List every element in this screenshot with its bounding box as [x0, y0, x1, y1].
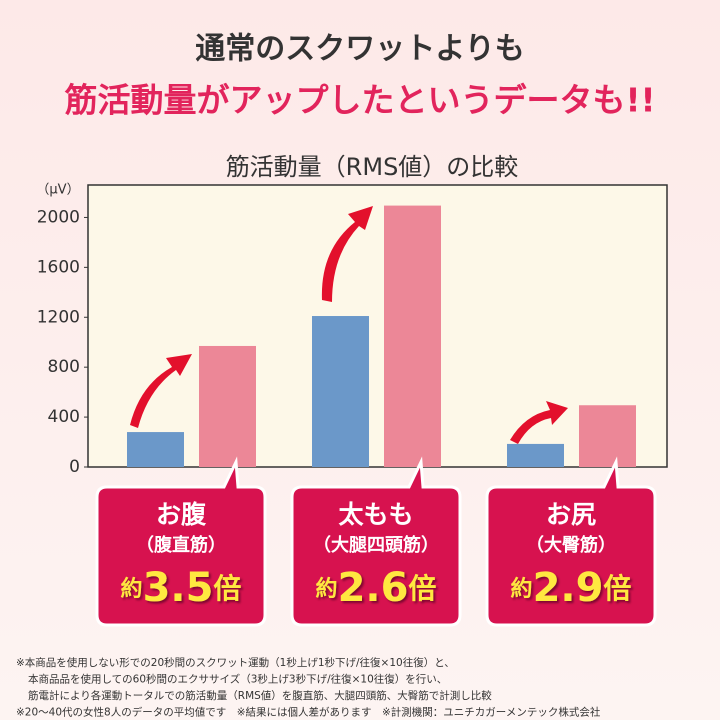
muscle-label: （腹直筋） — [136, 534, 226, 556]
ratio-label: 約2.6倍 — [316, 565, 437, 611]
y-tick-label: 1200 — [37, 307, 80, 327]
footnote: ※本商品を使用しない形での20秒間のスクワット運動（1秒上げ1秒下げ/往復×10… — [16, 656, 455, 669]
y-tick-label: 800 — [48, 357, 80, 377]
muscle-label: （大腿四頭筋） — [313, 534, 439, 556]
ratio-prefix: 約 — [511, 576, 533, 602]
bar — [579, 405, 636, 467]
y-tick-label: 2000 — [37, 207, 80, 227]
bar — [507, 443, 564, 467]
y-tick-label: 1600 — [37, 257, 80, 277]
footnote: 筋電計により各運動トータルでの筋活動量（RMS値）を腹直筋、大腿四頭筋、大臀筋で… — [28, 689, 492, 702]
callout-box — [95, 456, 267, 627]
bar — [127, 432, 184, 467]
category-label: 太もも — [338, 500, 413, 529]
bar — [199, 345, 256, 467]
chart-title: 筋活動量（RMS値）の比較 — [226, 153, 519, 181]
footnote: 本商品品を使用しての60秒間のエクササイズ（3秒上げ3秒下げ/往復×10往復）を… — [28, 673, 447, 686]
ratio-suffix: 倍 — [408, 572, 436, 605]
plot-area — [87, 184, 668, 468]
callout-box — [290, 456, 462, 627]
y-tick-label: 0 — [69, 457, 80, 477]
ratio-value: 2.9 — [533, 565, 604, 611]
arrows — [130, 206, 568, 444]
y-axis-label: （μV） — [36, 183, 79, 198]
ratio-label: 約3.5倍 — [121, 565, 242, 611]
ratio-suffix: 倍 — [603, 572, 631, 605]
ratio-prefix: 約 — [316, 576, 338, 602]
arrow — [321, 206, 373, 302]
bar — [384, 205, 441, 467]
arrow — [130, 354, 192, 428]
ratio-suffix: 倍 — [213, 572, 241, 605]
ratio-value: 2.6 — [338, 565, 409, 611]
arrow — [510, 401, 568, 444]
ratio-prefix: 約 — [121, 576, 143, 602]
ratio-value: 3.5 — [143, 565, 214, 611]
category-label: お腹 — [156, 500, 207, 529]
callout-box — [485, 456, 657, 627]
headline: 通常のスクワットよりも — [195, 32, 524, 67]
bar — [312, 316, 369, 467]
muscle-label: （大臀筋） — [526, 534, 616, 556]
headline-accent: 筋活動量がアップしたというデータも!! — [64, 81, 655, 120]
ratio-label: 約2.9倍 — [511, 565, 632, 611]
footnote: ※20～40代の女性8人のデータの平均値です ※結果には個人差があります ※計測… — [16, 706, 601, 719]
y-tick-label: 400 — [48, 407, 80, 427]
category-label: お尻 — [546, 500, 596, 529]
